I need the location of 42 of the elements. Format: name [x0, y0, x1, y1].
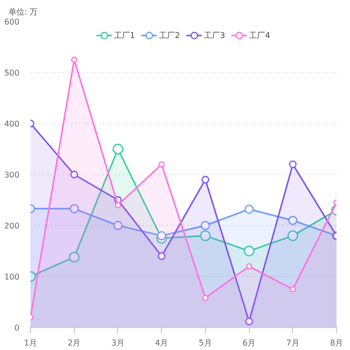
point: [71, 56, 78, 63]
point: [113, 220, 123, 230]
point: [290, 286, 296, 292]
point: [158, 161, 165, 168]
point: [288, 160, 297, 168]
y-tick-label: 300: [4, 170, 20, 180]
legend-label: 工厂2: [158, 30, 180, 40]
point: [244, 204, 254, 214]
point: [244, 246, 254, 256]
point: [200, 230, 211, 242]
legend-label: 工厂3: [204, 30, 226, 40]
x-tick-label: 8月: [330, 338, 344, 348]
x-tick-label: 5月: [198, 338, 212, 348]
y-tick-label: 500: [4, 68, 20, 78]
y-tick-label: 100: [4, 272, 20, 282]
y-tick-label: 200: [4, 222, 20, 230]
point: [200, 220, 210, 230]
point: [70, 204, 79, 214]
point: [112, 144, 124, 154]
point: [202, 294, 208, 302]
legend-label: 工厂4: [249, 30, 270, 40]
point: [70, 170, 78, 178]
legend-label: 工厂1: [114, 30, 135, 40]
point: [245, 318, 253, 326]
x-tick-label: 7月: [286, 338, 300, 348]
x-tick-label: 6月: [242, 338, 256, 348]
point: [287, 230, 298, 242]
point: [68, 252, 80, 262]
y-tick-label: 0: [14, 324, 20, 332]
x-tick-label: 1月: [24, 338, 38, 348]
x-tick-label: 4月: [155, 338, 168, 348]
point: [246, 263, 252, 270]
x-tick-label: 2月: [68, 338, 81, 348]
point: [202, 176, 210, 184]
x-tick-label: 3月: [111, 338, 124, 348]
point: [157, 231, 166, 240]
point: [114, 202, 122, 208]
y-axis-title: 单位: 万: [8, 8, 38, 16]
y-tick-label: 400: [4, 120, 20, 128]
y-tick-label: 600: [4, 18, 20, 26]
point: [288, 216, 298, 225]
point: [158, 252, 166, 260]
